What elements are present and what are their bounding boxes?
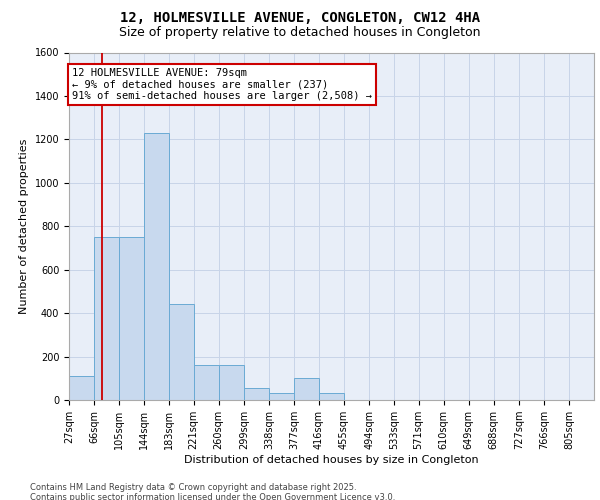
Bar [269, 394, 294, 400]
Text: Size of property relative to detached houses in Congleton: Size of property relative to detached ho… [119, 26, 481, 39]
Text: 12 HOLMESVILLE AVENUE: 79sqm
← 9% of detached houses are smaller (237)
91% of se: 12 HOLMESVILLE AVENUE: 79sqm ← 9% of det… [72, 68, 372, 101]
Bar [244, 388, 269, 400]
Text: 12, HOLMESVILLE AVENUE, CONGLETON, CW12 4HA: 12, HOLMESVILLE AVENUE, CONGLETON, CW12 … [120, 11, 480, 25]
Text: Contains HM Land Registry data © Crown copyright and database right 2025.
Contai: Contains HM Land Registry data © Crown c… [30, 482, 395, 500]
Bar [69, 376, 94, 400]
Bar [194, 365, 219, 400]
Bar [219, 365, 244, 400]
X-axis label: Distribution of detached houses by size in Congleton: Distribution of detached houses by size … [184, 455, 479, 465]
Bar [144, 133, 169, 400]
Bar [294, 378, 319, 400]
Bar [169, 304, 194, 400]
Bar [319, 394, 344, 400]
Y-axis label: Number of detached properties: Number of detached properties [19, 138, 29, 314]
Bar [119, 237, 144, 400]
Bar [94, 237, 119, 400]
